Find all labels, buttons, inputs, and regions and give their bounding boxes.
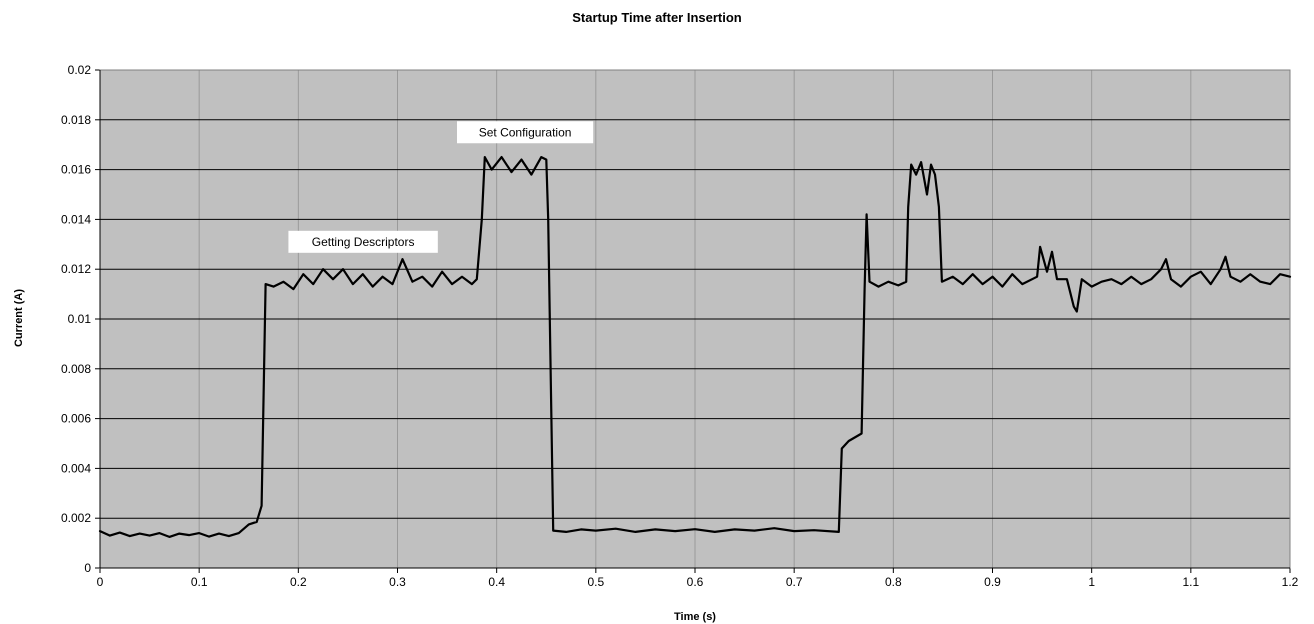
y-tick-label: 0.012 [61, 262, 91, 276]
y-axis-label: Current (A) [13, 289, 25, 347]
annotation-label: Getting Descriptors [312, 235, 415, 249]
annotation-box [288, 230, 438, 253]
chart-title: Startup Time after Insertion [572, 10, 742, 25]
x-tick-label: 0 [97, 575, 104, 589]
series-line [98, 156, 1292, 539]
x-tick-label: 0.7 [786, 575, 803, 589]
annotation-label: Set Configuration [479, 125, 572, 139]
y-tick-label: 0.008 [61, 362, 91, 376]
x-tick-label: 0.2 [290, 575, 307, 589]
y-tick-label: 0.006 [61, 412, 91, 426]
y-tick-label: 0 [84, 561, 91, 575]
x-tick-label: 1.1 [1182, 575, 1199, 589]
annotation-box [457, 121, 594, 144]
x-axis-label: Time (s) [674, 611, 716, 623]
x-tick-label: 0.1 [191, 575, 208, 589]
plot-area: 0 0.1 0.2 0.3 0.4 0.5 0.6 0.7 0.8 0.9 1 1.1 1.2 0 0.00… [61, 63, 1299, 589]
y-tick-label: 0.018 [61, 113, 91, 127]
x-tick-label: 0.8 [885, 575, 902, 589]
y-tick-label: 0.02 [68, 63, 92, 77]
x-tick-label: 0.3 [389, 575, 406, 589]
y-tick-label: 0.016 [61, 163, 91, 177]
y-tick-label: 0.002 [61, 511, 91, 525]
y-tick-label: 0.014 [61, 212, 91, 226]
x-tick-label: 0.6 [687, 575, 704, 589]
x-tick-label: 0.9 [984, 575, 1001, 589]
y-tick-label: 0.01 [68, 312, 92, 326]
x-tick-label: 1 [1088, 575, 1095, 589]
x-tick-label: 1.2 [1282, 575, 1299, 589]
x-tick-label: 0.4 [488, 575, 505, 589]
x-tick-label: 0.5 [587, 575, 604, 589]
y-tick-label: 0.004 [61, 461, 91, 475]
